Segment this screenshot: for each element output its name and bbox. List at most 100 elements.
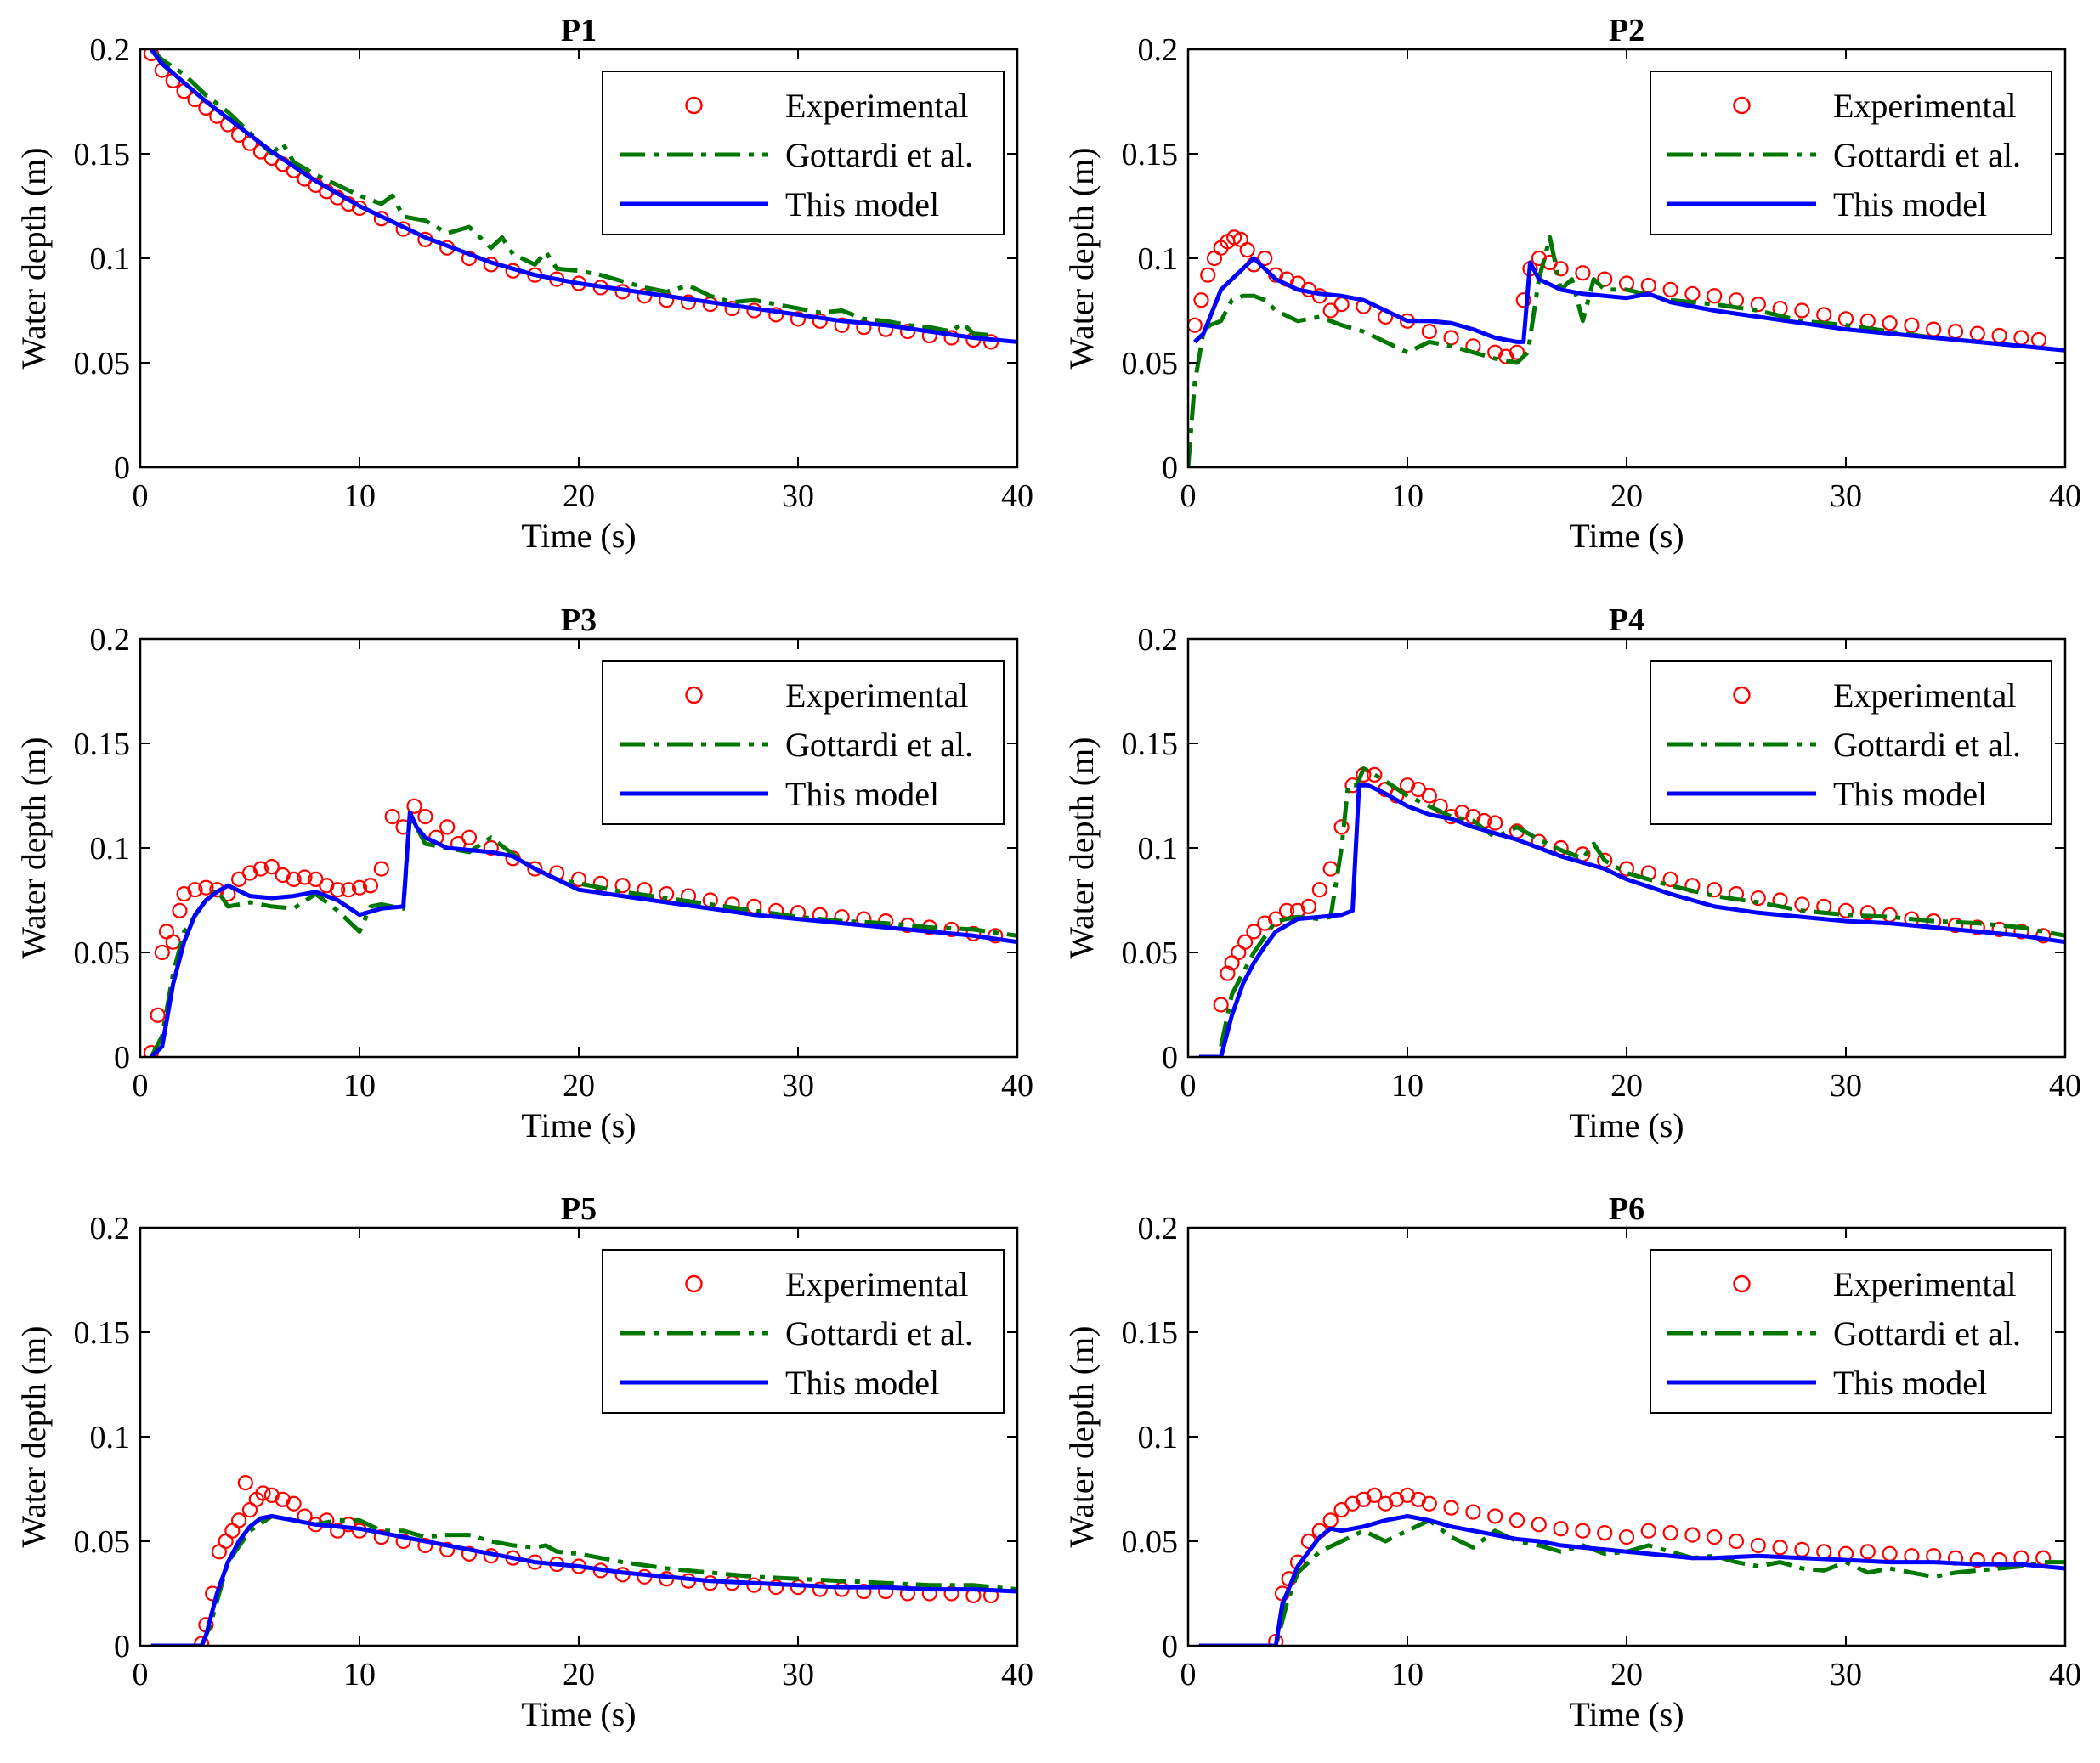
y-tick-label-p1-1: 0.05 <box>74 346 131 381</box>
series-line-gottardi-et-al-p4 <box>1219 766 2065 1048</box>
chart-title-p3: P3 <box>561 602 597 638</box>
chart-title-p5: P5 <box>561 1191 597 1227</box>
marker-experimental-p5-24 <box>461 1545 478 1562</box>
marker-experimental-p3-56 <box>988 928 1004 944</box>
legend-p6: Experimental Gottardi et al. This model <box>1650 1249 2052 1414</box>
y-tick-label-p6-3: 0.15 <box>1122 1315 1179 1351</box>
marker-experimental-p6-31 <box>1772 1540 1788 1556</box>
legend-label-experimental-p1: Experimental <box>785 87 968 125</box>
marker-experimental-p4-39 <box>1750 890 1766 907</box>
marker-experimental-p2-33 <box>1597 271 1613 287</box>
marker-experimental-p6-27 <box>1684 1527 1701 1543</box>
y-axis-label-p3: Water depth (m) <box>14 737 53 958</box>
panel-p1: 0 10 20 30 40 0 0.05 0.1 0.15 0.2 P1 Time (s) Water … <box>14 13 1033 555</box>
legend-p5: Experimental Gottardi et al. This model <box>602 1249 1005 1414</box>
series-group-p4 <box>1198 766 2065 1057</box>
y-tick-label-p2-4: 0.2 <box>1138 32 1179 68</box>
marker-experimental-p3-27 <box>406 798 422 814</box>
marker-experimental-p2-36 <box>1662 281 1678 297</box>
chart-title-p4: P4 <box>1609 602 1644 638</box>
x-tick-label-p3-2: 20 <box>563 1068 595 1104</box>
legend-p4: Experimental Gottardi et al. This model <box>1650 660 2052 825</box>
panel-p2: 0 10 20 30 40 0 0.05 0.1 0.15 0.2 P2 Time (s) Water … <box>1062 13 2081 555</box>
y-tick-label-p2-1: 0.05 <box>1122 346 1179 381</box>
chart-title-p6: P6 <box>1609 1191 1644 1227</box>
x-tick-label-p5-3: 30 <box>782 1657 814 1692</box>
marker-experimental-p6-40 <box>1969 1552 1985 1568</box>
marker-experimental-p3-21 <box>341 882 357 898</box>
x-tick-label-p4-0: 0 <box>1180 1068 1197 1104</box>
marker-experimental-p4-4 <box>1237 934 1254 950</box>
marker-experimental-p3-32 <box>461 829 478 845</box>
marker-experimental-p4-16 <box>1367 766 1383 783</box>
series-line-gottardi-et-al-p2 <box>1188 235 2065 467</box>
marker-experimental-p6-35 <box>1859 1544 1876 1560</box>
legend-label-gottardi-et-al-p6: Gottardi et al. <box>1833 1314 2021 1353</box>
x-tick-label-p5-0: 0 <box>133 1657 149 1692</box>
marker-experimental-p2-46 <box>1882 315 1898 331</box>
marker-experimental-p3-13 <box>252 861 269 877</box>
legend-p3: Experimental Gottardi et al. This model <box>602 660 1005 825</box>
marker-experimental-p5-23 <box>439 1541 456 1557</box>
marker-experimental-p4-37 <box>1707 882 1723 898</box>
legend-label-this-model-p1: This model <box>785 185 939 223</box>
series-group-p1 <box>143 49 1017 350</box>
marker-experimental-p5-38 <box>768 1579 784 1596</box>
marker-experimental-p4-21 <box>1421 788 1437 804</box>
legend-label-gottardi-et-al-p1: Gottardi et al. <box>785 136 973 174</box>
series-group-p3 <box>143 798 1017 1057</box>
marker-experimental-p3-39 <box>614 878 631 894</box>
marker-experimental-p4-5 <box>1246 924 1262 940</box>
marker-experimental-p1-36 <box>724 300 740 317</box>
y-axis-label-p4: Water depth (m) <box>1062 737 1101 958</box>
x-tick-label-p5-1: 10 <box>343 1657 376 1692</box>
y-tick-label-p2-3: 0.15 <box>1122 137 1179 172</box>
marker-experimental-p3-28 <box>417 808 433 825</box>
series-line-this-model-p3 <box>150 810 1017 1057</box>
x-axis-label-p1: Time (s) <box>521 517 636 555</box>
x-tick-label-p2-3: 30 <box>1830 478 1862 514</box>
marker-experimental-p3-7 <box>187 882 203 898</box>
y-tick-label-p6-1: 0.05 <box>1122 1524 1179 1560</box>
y-tick-label-p4-4: 0.2 <box>1138 622 1179 658</box>
y-tick-label-p2-0: 0 <box>1162 450 1178 486</box>
marker-experimental-p4-35 <box>1662 871 1678 888</box>
panel-p6: 0 10 20 30 40 0 0.05 0.1 0.15 0.2 P6 Time (s) Water … <box>1062 1191 2081 1733</box>
marker-experimental-p2-21 <box>1421 324 1437 340</box>
marker-experimental-p6-19 <box>1508 1512 1525 1528</box>
legend-label-experimental-p6: Experimental <box>1833 1265 2016 1303</box>
marker-experimental-p2-32 <box>1575 265 1591 281</box>
chart-title-p2: P2 <box>1609 13 1644 48</box>
y-tick-label-p5-0: 0 <box>114 1629 130 1664</box>
x-tick-label-p2-1: 10 <box>1391 478 1424 514</box>
marker-experimental-p2-1 <box>1193 292 1209 308</box>
y-tick-label-p6-2: 0.1 <box>1138 1420 1179 1455</box>
y-tick-label-p2-2: 0.1 <box>1138 241 1179 277</box>
legend-marker-experimental-p1 <box>685 96 703 115</box>
x-tick-label-p3-1: 10 <box>343 1068 376 1104</box>
legend-label-experimental-p3: Experimental <box>785 676 968 715</box>
legend-label-gottardi-et-al-p3: Gottardi et al. <box>785 726 973 764</box>
x-tick-label-p6-2: 20 <box>1610 1657 1643 1692</box>
series-line-gottardi-et-al-p6 <box>1198 1517 2065 1646</box>
x-tick-label-p4-2: 20 <box>1610 1068 1643 1104</box>
y-axis-label-p5: Water depth (m) <box>14 1325 53 1547</box>
marker-experimental-p2-31 <box>1553 261 1569 277</box>
y-axis-label-p2: Water depth (m) <box>1062 147 1101 369</box>
series-line-this-model-p5 <box>150 1514 1017 1646</box>
marker-experimental-p1-38 <box>768 307 784 323</box>
y-tick-label-p4-3: 0.15 <box>1122 726 1179 762</box>
x-axis-label-p4: Time (s) <box>1569 1106 1684 1144</box>
legend-label-experimental-p2: Experimental <box>1833 87 2016 125</box>
series-line-this-model-p6 <box>1198 1514 2065 1646</box>
legend-label-experimental-p4: Experimental <box>1833 676 2016 715</box>
marker-experimental-p6-29 <box>1728 1533 1745 1550</box>
marker-experimental-p5-20 <box>373 1528 389 1545</box>
marker-experimental-p2-42 <box>1794 302 1810 319</box>
marker-experimental-p2-27 <box>1515 292 1531 308</box>
series-group-p6 <box>1198 1487 2065 1646</box>
marker-experimental-p5-7 <box>237 1475 253 1491</box>
marker-experimental-p6-30 <box>1750 1537 1766 1554</box>
panel-p4: 0 10 20 30 40 0 0.05 0.1 0.15 0.2 P4 Time (s) Water … <box>1062 602 2081 1144</box>
